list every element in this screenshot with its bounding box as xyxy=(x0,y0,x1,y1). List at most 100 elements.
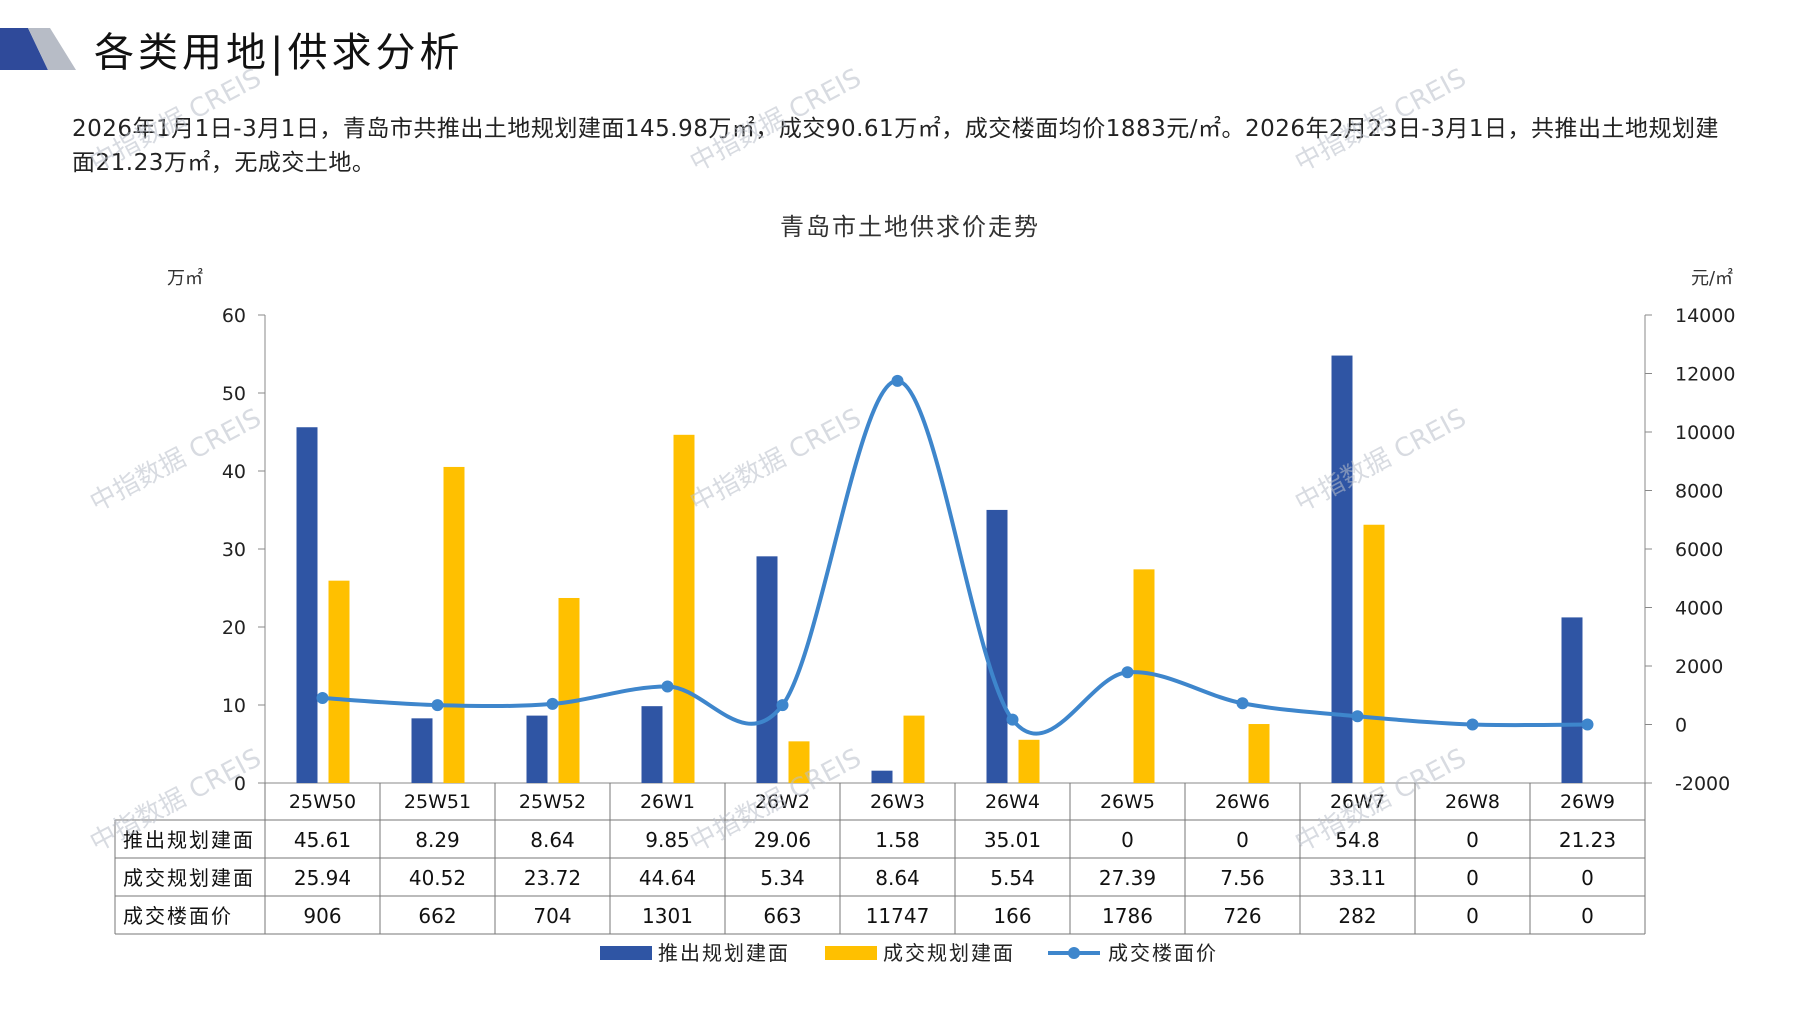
category-label: 26W6 xyxy=(1215,791,1270,813)
price-data-label: 726 xyxy=(1223,904,1261,928)
supply-data-label: 45.61 xyxy=(294,828,351,852)
right-axis-unit: 元/㎡ xyxy=(1691,267,1733,289)
price-point xyxy=(1121,666,1134,679)
category-label: 25W50 xyxy=(289,791,356,813)
deal-data-label: 27.39 xyxy=(1099,866,1156,890)
right-axis-tick-label: 2000 xyxy=(1675,656,1723,678)
legend-price-label: 成交楼面价 xyxy=(1108,941,1218,965)
supply-bar xyxy=(526,715,548,783)
supply-data-label: 8.64 xyxy=(530,828,575,852)
supply-data-label: 8.29 xyxy=(415,828,460,852)
deal-bar xyxy=(328,580,350,783)
right-axis-tick-label: 8000 xyxy=(1675,481,1723,503)
price-point xyxy=(891,374,904,387)
supply-bar xyxy=(1561,617,1583,783)
category-label: 26W9 xyxy=(1560,791,1615,813)
supply-bar xyxy=(296,427,318,783)
deal-bar xyxy=(1363,524,1385,783)
right-axis-tick-label: 12000 xyxy=(1675,364,1735,386)
legend-supply-label: 推出规划建面 xyxy=(658,941,790,965)
deal-bar xyxy=(1018,739,1040,783)
supply-data-label: 54.8 xyxy=(1335,828,1380,852)
left-axis-tick-label: 40 xyxy=(222,461,246,483)
right-axis-tick-label: 0 xyxy=(1675,715,1687,737)
price-line xyxy=(322,378,1588,736)
left-axis-tick-label: 20 xyxy=(222,617,246,639)
left-axis-tick-label: 0 xyxy=(234,773,246,795)
legend-price-marker xyxy=(1068,947,1080,959)
price-point xyxy=(1351,710,1364,723)
deal-bar xyxy=(443,466,465,783)
supply-data-label: 9.85 xyxy=(645,828,690,852)
price-point xyxy=(546,697,559,710)
supply-bar xyxy=(1331,355,1353,783)
price-data-label: 166 xyxy=(993,904,1031,928)
left-axis-tick-label: 10 xyxy=(222,695,246,717)
deal-data-label: 7.56 xyxy=(1220,866,1265,890)
logo-dark-shape xyxy=(0,28,48,70)
supply-bar xyxy=(986,509,1008,783)
supply-bar xyxy=(411,718,433,783)
price-point xyxy=(661,680,674,693)
left-axis-unit: 万㎡ xyxy=(167,267,203,289)
brand-logo-icon xyxy=(0,28,76,70)
supply-data-label: 0 xyxy=(1121,828,1134,852)
category-label: 26W2 xyxy=(755,791,810,813)
deal-bar xyxy=(1133,569,1155,783)
supply-bar xyxy=(641,706,663,783)
price-data-label: 11747 xyxy=(866,904,930,928)
page-title: 各类用地|供求分析 xyxy=(94,30,464,76)
category-label: 26W3 xyxy=(870,791,925,813)
right-axis-tick-label: 4000 xyxy=(1675,598,1723,620)
supply-bar xyxy=(871,770,893,783)
logo-light-shape xyxy=(28,28,76,70)
category-label: 25W51 xyxy=(404,791,471,813)
supply-data-label: 1.58 xyxy=(875,828,920,852)
table-row-header: 推出规划建面 xyxy=(123,828,255,852)
deal-data-label: 5.54 xyxy=(990,866,1035,890)
legend-deal-swatch xyxy=(825,946,877,960)
category-label: 26W4 xyxy=(985,791,1040,813)
price-data-label: 662 xyxy=(418,904,456,928)
supply-bar xyxy=(756,556,778,783)
left-axis-tick-label: 30 xyxy=(222,539,246,561)
table-row-header: 成交楼面价 xyxy=(123,904,233,928)
right-axis-tick-label: 10000 xyxy=(1675,422,1735,444)
price-point xyxy=(1581,718,1594,731)
supply-data-label: 29.06 xyxy=(754,828,811,852)
price-data-label: 906 xyxy=(303,904,341,928)
left-axis-tick-label: 50 xyxy=(222,383,246,405)
table-row-header: 成交规划建面 xyxy=(123,866,255,890)
supply-data-label: 0 xyxy=(1236,828,1249,852)
deal-data-label: 8.64 xyxy=(875,866,920,890)
price-data-label: 282 xyxy=(1338,904,1376,928)
category-label: 26W1 xyxy=(640,791,695,813)
deal-data-label: 25.94 xyxy=(294,866,351,890)
deal-data-label: 33.11 xyxy=(1329,866,1386,890)
supply-data-label: 21.23 xyxy=(1559,828,1616,852)
deal-bar xyxy=(1248,724,1270,783)
category-label: 26W5 xyxy=(1100,791,1155,813)
price-point xyxy=(431,699,444,712)
price-data-label: 0 xyxy=(1466,904,1479,928)
price-point xyxy=(1466,718,1479,731)
deal-data-label: 23.72 xyxy=(524,866,581,890)
legend-deal-label: 成交规划建面 xyxy=(883,941,1015,965)
summary-text: 2026年1月1日-3月1日，青岛市共推出土地规划建面145.98万㎡，成交90… xyxy=(72,116,1719,176)
right-axis-tick-label: 14000 xyxy=(1675,305,1735,327)
deal-data-label: 5.34 xyxy=(760,866,805,890)
chart-title: 青岛市土地供求价走势 xyxy=(780,213,1040,241)
legend-supply-swatch xyxy=(600,946,652,960)
price-data-label: 1301 xyxy=(642,904,693,928)
price-data-label: 0 xyxy=(1581,904,1594,928)
category-label: 26W7 xyxy=(1330,791,1385,813)
category-label: 26W8 xyxy=(1445,791,1500,813)
deal-bar xyxy=(558,597,580,783)
right-axis-tick-label: -2000 xyxy=(1675,773,1730,795)
left-axis-tick-label: 60 xyxy=(222,305,246,327)
deal-data-label: 40.52 xyxy=(409,866,466,890)
price-point xyxy=(776,699,789,712)
deal-bar xyxy=(673,434,695,783)
price-point xyxy=(316,691,329,704)
